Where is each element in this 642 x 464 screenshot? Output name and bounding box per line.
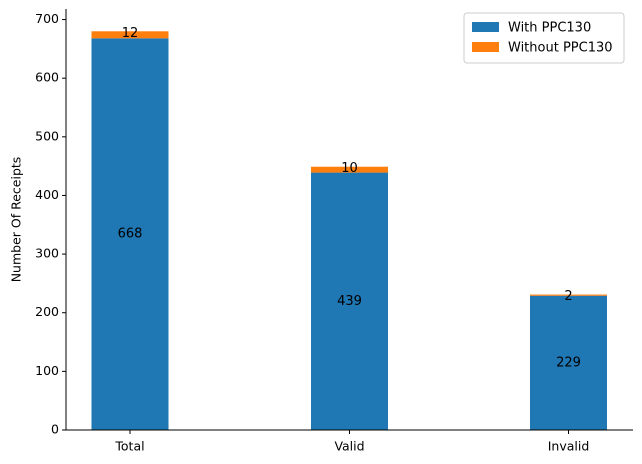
- legend-label-with-ppc130: With PPC130: [508, 21, 591, 36]
- y-tick-label: 500: [35, 128, 59, 143]
- data-label-valid-with-ppc130: 439: [337, 294, 362, 309]
- x-tick-label-total: Total: [114, 439, 144, 454]
- x-tick-label-invalid: Invalid: [548, 439, 590, 454]
- x-tick-label-valid: Valid: [334, 439, 364, 454]
- data-label-invalid-with-ppc130: 229: [556, 355, 581, 370]
- y-tick-label: 200: [35, 304, 59, 319]
- bar-valid-with-ppc130: [311, 172, 388, 430]
- bar-invalid-without-ppc130: [530, 294, 607, 296]
- data-label-total-without-ppc130: 12: [122, 26, 139, 41]
- y-axis-label: Number Of Receipts: [9, 157, 24, 283]
- legend: With PPC130 Without PPC130: [463, 12, 625, 64]
- legend-label-without-ppc130: Without PPC130: [508, 41, 613, 56]
- bar-invalid-with-ppc130: [530, 295, 607, 430]
- data-label-invalid-without-ppc130: 2: [564, 289, 572, 304]
- y-tick-label: 100: [35, 363, 59, 378]
- y-tick-label: 600: [35, 70, 59, 85]
- data-label-total-with-ppc130: 668: [118, 227, 143, 242]
- bar-total-with-ppc130: [91, 38, 169, 431]
- y-tick-label: 400: [35, 187, 59, 202]
- data-labels: 668 12 439 10 229 2: [118, 26, 581, 371]
- bars: [91, 31, 607, 431]
- legend-swatch-with-ppc130: [472, 22, 499, 32]
- y-tick-label: 300: [35, 246, 59, 261]
- legend-box: [463, 12, 625, 64]
- bar-valid-without-ppc130: [311, 166, 388, 173]
- y-tick-label: 0: [51, 422, 59, 437]
- y-tick-label: 700: [35, 11, 59, 26]
- data-label-valid-without-ppc130: 10: [341, 161, 358, 176]
- bar-total-without-ppc130: [91, 31, 169, 39]
- legend-swatch-without-ppc130: [472, 42, 499, 52]
- axes: 0 100 200 300 400 500 600 700 Total Valid Invalid N…: [9, 9, 633, 454]
